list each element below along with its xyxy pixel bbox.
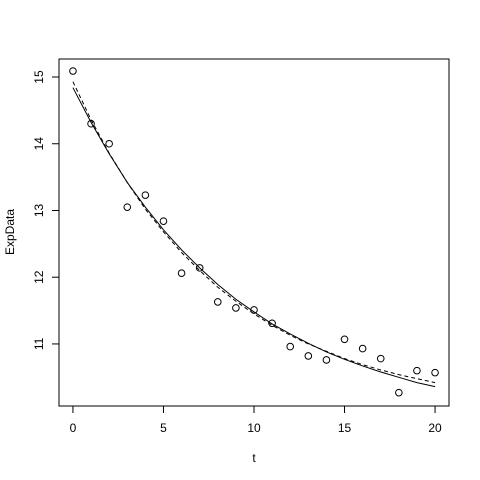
data-point (213, 298, 222, 306)
x-tick-label: 5 (160, 421, 167, 435)
data-point (69, 67, 77, 75)
y-tick-label: 11 (32, 337, 46, 350)
x-tick-label: 20 (428, 421, 442, 435)
data-point (123, 203, 132, 211)
data-point (195, 264, 204, 272)
x-tick-label: 15 (338, 421, 352, 435)
data-point (376, 354, 385, 363)
data-point (141, 191, 150, 199)
data-point (286, 342, 295, 351)
y-tick-label: 14 (32, 137, 46, 151)
x-tick-label: 0 (70, 421, 77, 435)
data-point (105, 139, 113, 148)
y-tick-label: 13 (32, 203, 46, 217)
data-point (304, 352, 313, 360)
data-point (159, 217, 168, 225)
data-point (232, 304, 240, 312)
data-point (87, 119, 95, 128)
data-point (322, 356, 331, 364)
data-point (395, 388, 403, 397)
data-point (177, 269, 186, 278)
data-point (358, 344, 367, 353)
data-point (413, 366, 421, 375)
y-tick-label: 12 (32, 270, 46, 284)
x-axis-label: t (252, 451, 256, 465)
data-point (431, 368, 439, 377)
fit-curve (72, 87, 436, 388)
y-axis-label: ExpData (3, 209, 17, 255)
data-point (268, 319, 276, 328)
y-tick-label: 15 (32, 70, 46, 84)
x-tick-label: 10 (247, 421, 261, 435)
data-point (340, 335, 349, 344)
data-point (250, 306, 258, 314)
